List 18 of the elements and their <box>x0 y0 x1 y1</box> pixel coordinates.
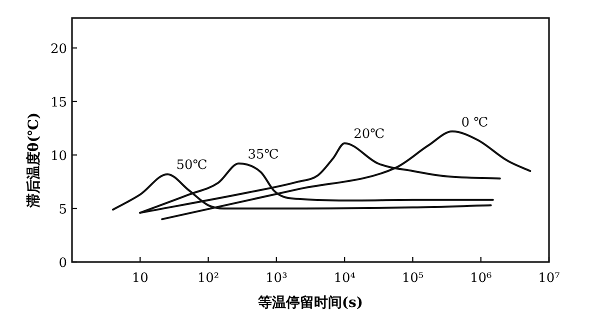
x-tick-label: 10⁶ <box>470 271 492 286</box>
series-label: 35℃ <box>248 148 279 163</box>
x-axis-title: 等温停留时间(s) <box>256 295 364 311</box>
series-label: 0 ℃ <box>461 115 488 130</box>
x-tick-label: 10² <box>197 271 220 286</box>
x-tick-label: 10⁷ <box>538 271 560 286</box>
x-tick-label: 10³ <box>266 271 288 286</box>
series-label: 50℃ <box>176 158 208 174</box>
y-axis-title: 滞后温度θ(℃) <box>25 112 42 209</box>
y-tick-label: 20 <box>50 42 67 57</box>
x-tick-label: 10⁵ <box>402 271 424 286</box>
x-tick-label: 10⁴ <box>334 271 356 286</box>
y-tick-label: 5 <box>58 202 67 218</box>
y-tick-label: 0 <box>58 256 67 271</box>
y-tick-label: 15 <box>50 95 67 110</box>
series-label: 20℃ <box>354 127 385 142</box>
y-tick-label: 10 <box>50 148 67 164</box>
x-tick-label: 10 <box>132 271 148 286</box>
